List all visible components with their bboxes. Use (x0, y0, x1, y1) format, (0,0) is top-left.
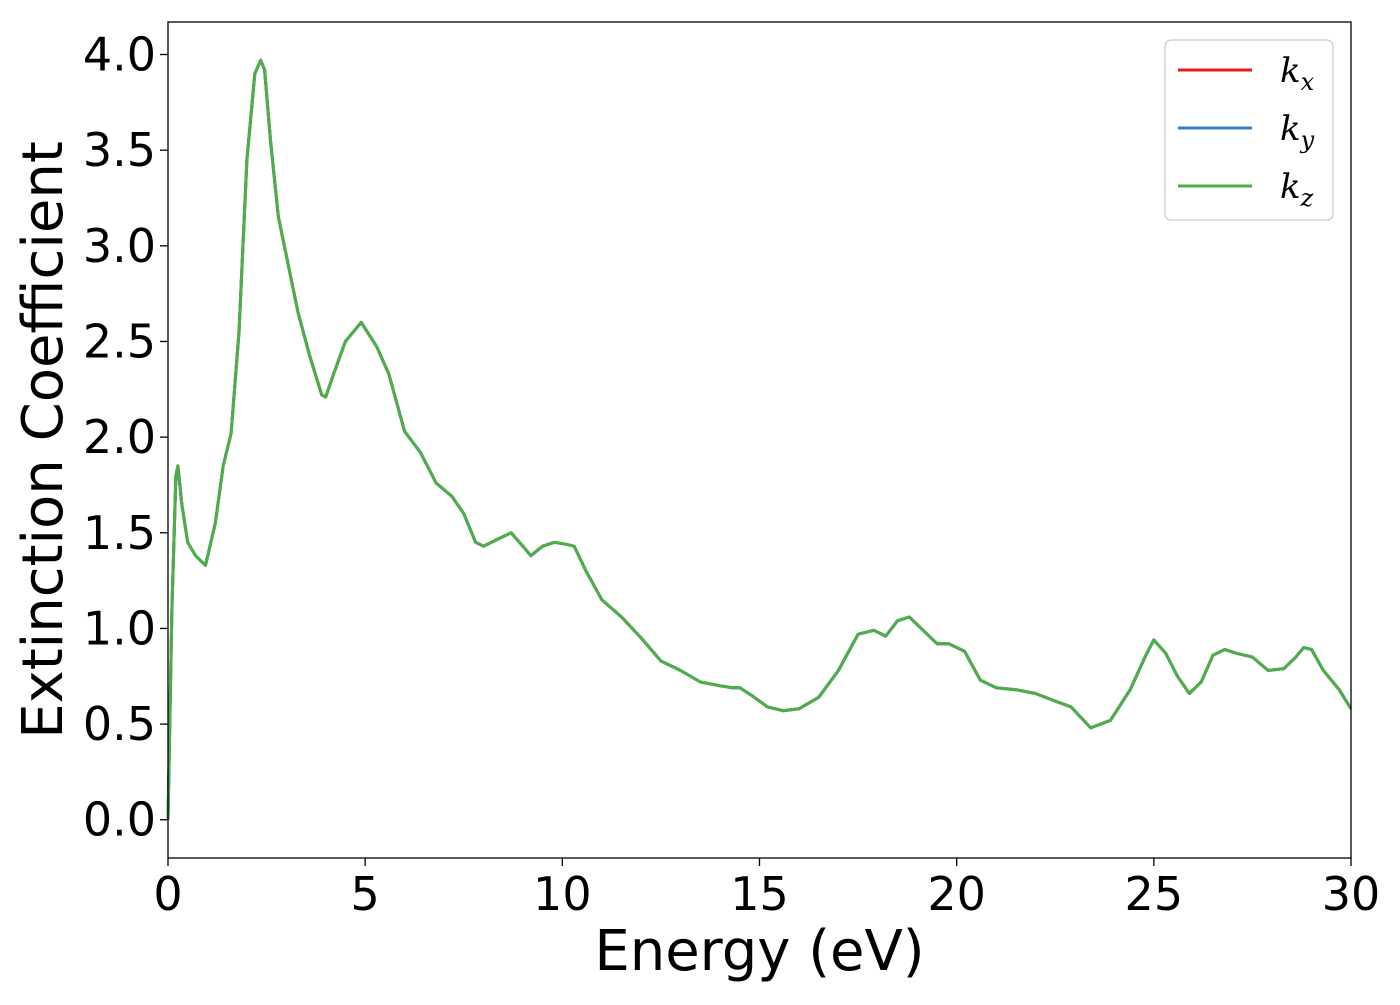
legend-subscript: x (1301, 68, 1315, 96)
x-tick-label: 5 (351, 867, 380, 921)
y-tick-label: 1.5 (83, 506, 156, 560)
y-tick-label: 2.0 (83, 410, 156, 464)
legend-box (1164, 39, 1334, 221)
legend-symbol: k (1280, 109, 1301, 149)
x-tick-label: 0 (153, 867, 182, 921)
x-axis-title: Energy (eV) (594, 919, 924, 984)
series-line-k-z (166, 58, 1353, 820)
plot-background (168, 22, 1351, 858)
legend-symbol: k (1280, 51, 1301, 91)
x-tick-label: 15 (730, 867, 789, 921)
legend-label-kz: kz (1280, 167, 1314, 212)
x-tick-label: 30 (1322, 867, 1381, 921)
legend-subscript: z (1300, 184, 1314, 212)
legend-subscript: y (1300, 126, 1315, 154)
y-tick-label: 3.0 (83, 219, 156, 273)
x-tick-label: 25 (1125, 867, 1184, 921)
y-axis-ticks: 0.0 0.5 1.0 1.5 2.0 2.5 3.0 3.5 4.0 (83, 28, 168, 847)
y-tick-label: 0.5 (83, 697, 156, 751)
legend-label-kx: kx (1280, 51, 1315, 96)
y-tick-label: 1.0 (83, 601, 156, 655)
x-tick-label: 10 (533, 867, 592, 921)
legend-symbol: k (1280, 167, 1301, 207)
y-axis-title: Extinction Coefficient (11, 141, 76, 739)
y-tick-label: 0.0 (83, 793, 156, 847)
x-tick-label: 20 (927, 867, 986, 921)
y-tick-label: 4.0 (83, 28, 156, 82)
x-axis-ticks: 0 5 10 15 20 25 30 (153, 858, 1380, 921)
series-layer (166, 58, 1353, 820)
y-tick-label: 3.5 (83, 123, 156, 177)
legend-label-ky: ky (1280, 109, 1315, 154)
y-tick-label: 2.5 (83, 314, 156, 368)
